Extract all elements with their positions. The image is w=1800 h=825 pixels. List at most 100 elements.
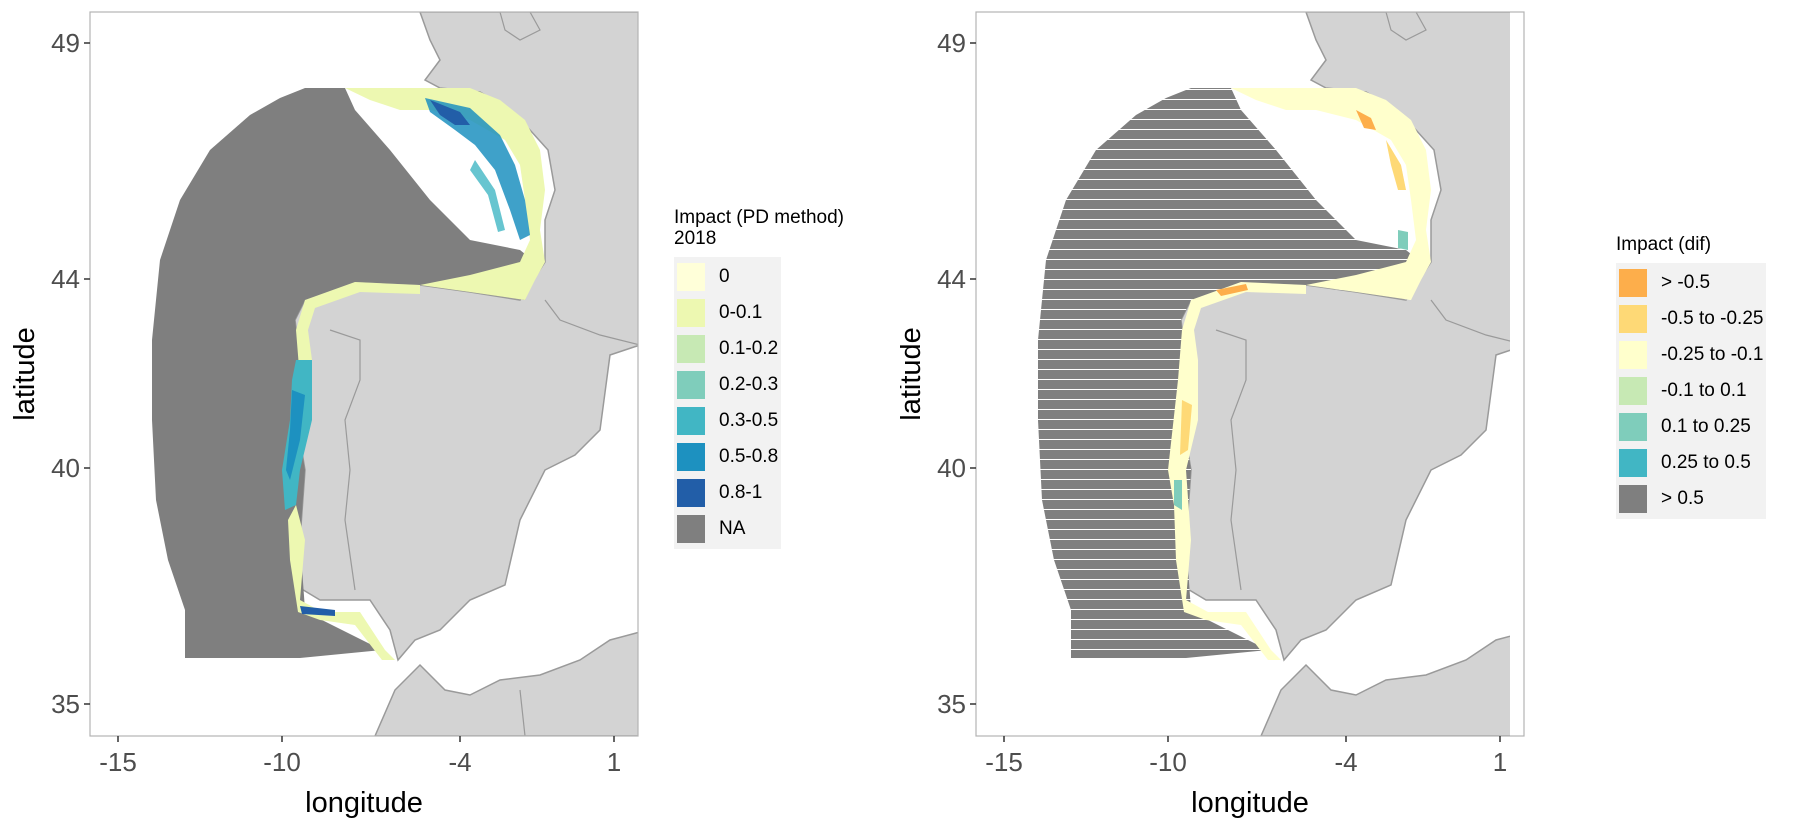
land-portugal-border	[329, 329, 361, 591]
legend-swatch	[1619, 413, 1647, 441]
left-legend: Impact (PD method) 2018 0 0-0.1 0.1-0.2 0.2…	[674, 207, 844, 549]
na-sea-area	[152, 88, 535, 658]
legend-item: 0.1-0.2	[677, 331, 778, 367]
legend-item: 0.5-0.8	[677, 439, 778, 475]
legend-swatch	[677, 515, 705, 543]
legend-label: 0.1 to 0.25	[1661, 416, 1751, 437]
impact-band-biscay-dark	[425, 98, 530, 240]
left-map-panel: 49 44 40 35 -15 -10 -4 1 longitude latit…	[9, 11, 844, 819]
legend-swatch	[1619, 269, 1647, 297]
legend-label: 0-0.1	[719, 302, 763, 323]
legend-swatch	[677, 299, 705, 327]
right-x-axis-title: longitude	[1191, 787, 1309, 819]
impact-band-iberia	[296, 282, 420, 380]
legend-swatch	[677, 443, 705, 471]
right-x-tick-label: -15	[985, 747, 1023, 777]
left-legend-keys: 0 0-0.1 0.1-0.2 0.2-0.3 0.3-0.5 0.5-0.8 0.8-1 N…	[674, 257, 782, 549]
left-y-axis-title: latitude	[9, 327, 41, 421]
dif-band-biscay	[1231, 88, 1431, 300]
legend-label: 0.2-0.3	[719, 374, 779, 395]
legend-swatch	[677, 335, 705, 363]
left-x-axis-title: longitude	[305, 787, 423, 819]
right-legend-title: Impact (dif)	[1616, 234, 1712, 255]
legend-label: 0.8-1	[719, 482, 763, 503]
legend-swatch	[1619, 377, 1647, 405]
right-x-tick-label: -4	[1334, 747, 1357, 777]
legend-label: 0.3-0.5	[719, 410, 779, 431]
dif-band-biscay-yellow	[1386, 140, 1406, 190]
land-portugal-border	[1215, 329, 1247, 591]
impact-band-biscay	[345, 88, 545, 300]
impact-band-biscay-deep	[430, 100, 470, 125]
legend-label: -0.1 to 0.1	[1661, 380, 1747, 401]
legend-label: -0.25 to -0.1	[1661, 344, 1764, 365]
left-x-axis: -15 -10 -4 1	[99, 736, 621, 777]
legend-label: 0.1-0.2	[719, 338, 779, 359]
left-y-tick-label: 44	[51, 264, 80, 294]
right-y-axis: 49 44 40 35	[937, 28, 976, 719]
legend-label: 0	[719, 266, 730, 287]
left-y-axis: 49 44 40 35	[51, 28, 90, 719]
legend-swatch	[1619, 485, 1647, 513]
right-map-panel: 49 44 40 35 -15 -10 -4 1 longitude latit…	[900, 0, 1800, 825]
land-uk-bit	[1385, 12, 1427, 41]
legend-swatch	[1619, 341, 1647, 369]
left-x-tick-label: -10	[263, 747, 301, 777]
dif-band-biscay-orange	[1356, 110, 1376, 130]
left-y-tick-label: 35	[51, 689, 80, 719]
right-x-axis: -15 -10 -4 1	[985, 736, 1507, 777]
legend-label: > 0.5	[1661, 488, 1704, 509]
legend-label: > -0.5	[1661, 272, 1711, 293]
right-legend-keys: > -0.5 -0.5 to -0.25 -0.25 to -0.1 -0.1 to …	[1616, 263, 1767, 519]
legend-swatch	[677, 371, 705, 399]
legend-label: -0.5 to -0.25	[1661, 308, 1764, 329]
dif-band-galicia-orange	[1216, 284, 1248, 296]
striped-sea-area	[1038, 88, 1421, 658]
land-iberia-border	[544, 299, 638, 346]
legend-item: 0.8-1	[677, 475, 778, 511]
dif-band-portugal-orange	[1180, 400, 1192, 455]
left-y-tick-label: 40	[51, 453, 80, 483]
dif-band-biscay-teal	[1398, 230, 1408, 250]
legend-item: > 0.5	[1619, 481, 1763, 517]
land-africa-border	[519, 689, 526, 736]
right-y-tick-label: 44	[937, 264, 966, 294]
legend-item: -0.5 to -0.25	[1619, 301, 1763, 337]
legend-item: 0	[677, 259, 778, 295]
legend-item: -0.1 to 0.1	[1619, 373, 1763, 409]
right-y-tick-label: 35	[937, 689, 966, 719]
right-y-tick-label: 49	[937, 28, 966, 58]
legend-swatch	[677, 479, 705, 507]
legend-item: > -0.5	[1619, 265, 1763, 301]
right-x-tick-label: -10	[1149, 747, 1187, 777]
legend-swatch	[1619, 305, 1647, 333]
legend-swatch	[1619, 449, 1647, 477]
legend-swatch	[677, 263, 705, 291]
legend-item: 0-0.1	[677, 295, 778, 331]
legend-item: NA	[677, 511, 778, 547]
impact-band-biscay-mid	[470, 160, 505, 232]
left-map: 49 44 40 35 -15 -10 -4 1 longitude latit…	[9, 11, 639, 819]
land-uk-bit	[499, 12, 541, 41]
legend-label: 0.5-0.8	[719, 446, 779, 467]
left-x-tick-label: -15	[99, 747, 137, 777]
land-africa	[374, 631, 638, 736]
right-map: 49 44 40 35 -15 -10 -4 1 longitude latit…	[900, 11, 1525, 819]
right-y-axis-title: latitude	[900, 327, 927, 421]
impact-band-south	[288, 505, 395, 660]
land-africa	[1260, 635, 1510, 736]
impact-band-algarve-deep	[300, 606, 335, 616]
land-iberia-border	[1430, 299, 1510, 342]
right-y-tick-label: 40	[937, 453, 966, 483]
legend-item: 0.25 to 0.5	[1619, 445, 1763, 481]
dif-band-portugal-teal	[1174, 480, 1182, 510]
legend-item: -0.25 to -0.1	[1619, 337, 1763, 373]
right-legend: Impact (dif) > -0.5 -0.5 to -0.25 -0.25 to…	[1616, 234, 1767, 519]
legend-item: 0.1 to 0.25	[1619, 409, 1763, 445]
legend-item: 0.2-0.3	[677, 367, 778, 403]
legend-swatch	[677, 407, 705, 435]
left-legend-title: Impact (PD method) 2018	[674, 207, 844, 249]
left-y-tick-label: 49	[51, 28, 80, 58]
legend-label: NA	[719, 518, 746, 539]
legend-item: 0.3-0.5	[677, 403, 778, 439]
